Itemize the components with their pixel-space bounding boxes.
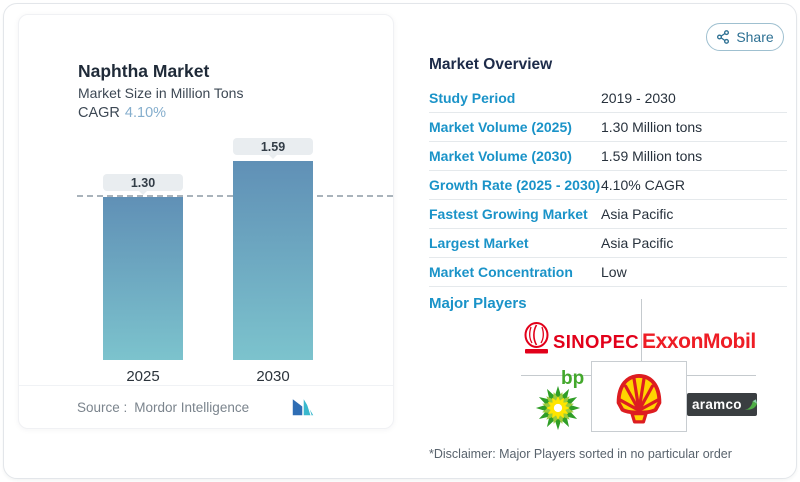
bar-2030[interactable]: [233, 161, 313, 360]
outer-card: Naphtha Market Market Size in Million To…: [3, 3, 797, 479]
aramco-logo: aramco: [687, 393, 757, 416]
bar-group-2025: 1.30: [103, 174, 183, 360]
disclaimer-text: *Disclaimer: Major Players sorted in no …: [429, 447, 732, 461]
bar-chart: 1.30 1.59: [77, 128, 393, 360]
cagr-value: 4.10%: [124, 105, 167, 121]
row-label: Study Period: [429, 90, 516, 106]
bar-group-2030: 1.59: [233, 138, 313, 360]
row-value: 1.59 Million tons: [601, 148, 703, 164]
sinopec-logo: SINOPEC: [553, 331, 640, 352]
cagr-label: CAGR: [78, 105, 120, 121]
row-value: 1.30 Million tons: [601, 119, 703, 135]
players-grid-divider: [521, 375, 591, 376]
source-label: Source :: [77, 399, 128, 415]
row-value: Asia Pacific: [601, 235, 674, 251]
source-row: Source : Mordor Intelligence: [19, 385, 393, 428]
row-label: Market Volume (2030): [429, 148, 572, 164]
sinopec-emblem-icon: [523, 322, 550, 361]
table-row: Growth Rate (2025 - 2030) 4.10% CAGR: [429, 171, 787, 200]
table-row: Study Period 2019 - 2030: [429, 84, 787, 113]
row-label: Market Volume (2025): [429, 119, 572, 135]
bp-logo: bp: [561, 368, 585, 389]
table-row: Market Concentration Low: [429, 258, 787, 287]
shell-logo: [591, 361, 687, 432]
row-value: 4.10% CAGR: [601, 177, 686, 193]
row-label: Growth Rate (2025 - 2030): [429, 177, 601, 193]
row-value: Asia Pacific: [601, 206, 674, 222]
row-value: Low: [601, 264, 627, 280]
chart-subtitle: Market Size in Million Tons: [78, 85, 244, 101]
table-row: Fastest Growing Market Asia Pacific: [429, 200, 787, 229]
chart-cagr: CAGR 4.10%: [78, 105, 166, 121]
shell-pecten-icon: [607, 367, 671, 427]
x-axis-label-2030: 2030: [256, 368, 290, 385]
mordor-intelligence-logo-icon: [292, 397, 314, 421]
aramco-wordmark: aramco: [692, 396, 742, 412]
aramco-flame-icon: [742, 398, 758, 412]
value-label-2025: 1.30: [103, 174, 183, 195]
overview-table: Study Period 2019 - 2030 Market Volume (…: [429, 84, 787, 287]
row-label: Largest Market: [429, 235, 529, 251]
table-row: Market Volume (2030) 1.59 Million tons: [429, 142, 787, 171]
table-row: Market Volume (2025) 1.30 Million tons: [429, 113, 787, 142]
table-row: Largest Market Asia Pacific: [429, 229, 787, 258]
players-grid-divider: [687, 375, 756, 376]
x-axis-label-2025: 2025: [126, 368, 160, 385]
bar-2025[interactable]: [103, 197, 183, 360]
source-value: Mordor Intelligence: [134, 399, 250, 415]
share-button[interactable]: Share: [706, 23, 784, 51]
share-label: Share: [736, 29, 774, 45]
players-grid-divider: [641, 299, 642, 362]
value-label-2030: 1.59: [233, 138, 313, 159]
chart-panel: Naphtha Market Market Size in Million To…: [18, 14, 394, 429]
overview-title: Market Overview: [429, 56, 553, 73]
source-text: Source : Mordor Intelligence: [77, 400, 249, 415]
bp-helios-icon: [535, 385, 581, 436]
row-value: 2019 - 2030: [601, 90, 676, 106]
exxonmobil-logo: ExxonMobil: [642, 330, 756, 353]
share-icon: [716, 30, 730, 44]
row-label: Fastest Growing Market: [429, 206, 588, 222]
major-players-label: Major Players: [429, 295, 527, 312]
chart-title: Naphtha Market: [78, 61, 210, 81]
row-label: Market Concentration: [429, 264, 573, 280]
